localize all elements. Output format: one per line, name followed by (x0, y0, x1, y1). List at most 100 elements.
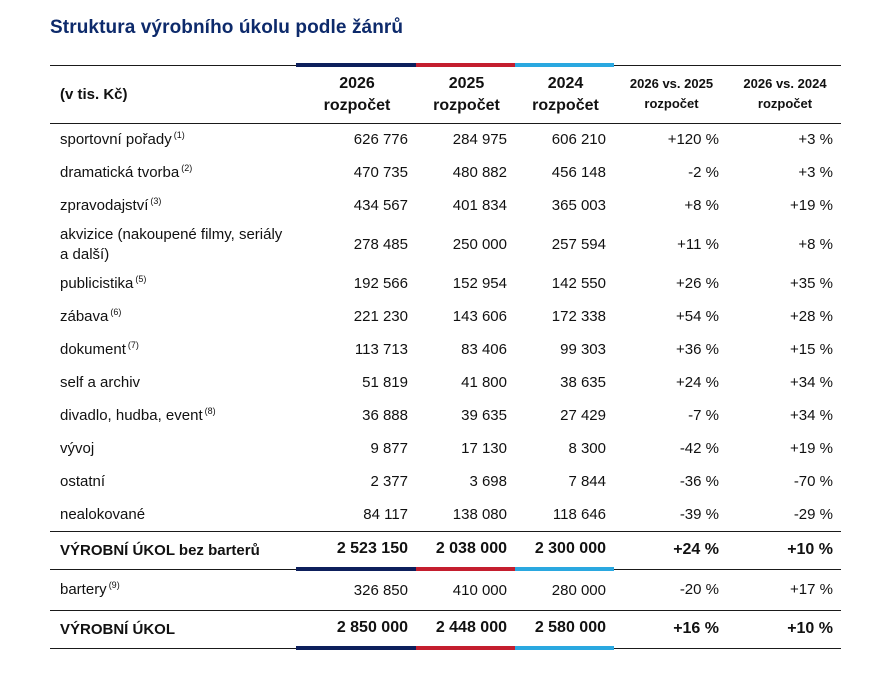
genre-name: self a archiv (60, 374, 141, 391)
table-row: publicistika (5) 192 566 152 954 142 550 +26 … (50, 267, 841, 300)
table-row: self a archiv 51 819 41 800 38 635 +24 % +34 … (50, 366, 841, 399)
value-2026: 221 230 (353, 308, 408, 325)
value-2026: 626 776 (353, 131, 408, 149)
change-vs-2025: +36 % (676, 341, 719, 358)
subtotal-cmp1: +24 % (614, 530, 727, 570)
change-vs-2024: -70 % (793, 473, 833, 490)
change-vs-2024: +35 % (790, 275, 833, 292)
header-2025-year: 2025 (448, 74, 485, 92)
value-2026: 113 713 (354, 341, 408, 358)
header-2026-sub: rozpočet (323, 96, 391, 114)
value-2025: 39 635 (461, 407, 507, 424)
header-2025: 2025 rozpočet (416, 63, 515, 124)
table-row: zpravodajství (3) 434 567 401 834 365 003 +8 … (50, 189, 841, 222)
genre-name: akvizice (nakoupené filmy, seriály a dal… (60, 225, 283, 263)
table-row: vývoj 9 877 17 130 8 300 -42 % +19 % (50, 432, 841, 465)
total-cmp2: +10 % (727, 609, 841, 649)
subtotal-row: VÝROBNÍ ÚKOL bez barterů 2 523 150 2 038… (50, 530, 841, 571)
change-vs-2025: +120 % (667, 131, 719, 149)
value-2026: 36 888 (362, 407, 408, 424)
table-row: ostatní 2 377 3 698 7 844 -36 % -70 % (50, 465, 841, 498)
value-2025: 143 606 (452, 308, 507, 325)
value-2025: 250 000 (452, 235, 507, 253)
value-2024: 27 429 (560, 407, 606, 424)
value-2025: 3 698 (469, 473, 507, 490)
change-vs-2025: +11 % (677, 235, 719, 253)
value-2024: 99 303 (560, 341, 606, 358)
value-2026: 434 567 (353, 197, 408, 214)
genre-table: (v tis. Kč) 2026 rozpočet 2025 rozpočet … (50, 63, 841, 650)
genre-note: (7) (127, 340, 139, 350)
header-cmp2: 2026 vs. 2024 rozpočet (727, 64, 841, 124)
genre-note: (5) (135, 274, 147, 284)
value-2026: 278 485 (353, 235, 408, 253)
subtotal-2026: 2 523 150 (296, 530, 416, 571)
genre-label: publicistika (5) (50, 267, 296, 300)
value-2025: 138 080 (452, 505, 507, 523)
change-vs-2024: +3 % (798, 131, 833, 149)
value-2026: 9 877 (370, 440, 408, 457)
total-2026: 2 850 000 (296, 609, 416, 650)
value-2025: 284 975 (452, 131, 507, 149)
subtotal-label: VÝROBNÍ ÚKOL bez barterů (50, 530, 296, 570)
subtotal-2025: 2 038 000 (416, 530, 515, 571)
value-2024: 38 635 (560, 374, 606, 391)
header-2026-year: 2026 (339, 74, 375, 92)
genre-name: sportovní pořady (60, 131, 172, 149)
genre-label: zábava (6) (50, 300, 296, 333)
barter-2024: 280 000 (551, 581, 606, 599)
genre-name: divadlo, hudba, event (60, 407, 203, 424)
genre-name: dokument (60, 341, 126, 358)
value-2025: 152 954 (452, 275, 507, 292)
change-vs-2025: -7 % (688, 407, 719, 424)
barter-cmp2: +17 % (790, 581, 833, 598)
value-2026: 51 819 (362, 374, 408, 391)
header-cmp2-sub: rozpočet (757, 96, 813, 111)
genre-label: dokument (7) (50, 333, 296, 366)
total-cmp1: +16 % (614, 609, 727, 649)
genre-name: vývoj (60, 440, 95, 457)
change-vs-2025: -36 % (679, 473, 719, 490)
value-2024: 142 550 (551, 275, 606, 292)
change-vs-2024: +19 % (790, 440, 833, 457)
value-2025: 83 406 (461, 341, 507, 358)
genre-label: ostatní (50, 465, 296, 498)
value-2025: 401 834 (452, 197, 507, 214)
page-title: Struktura výrobního úkolu podle žánrů (50, 17, 404, 38)
table-row: nealokované 84 117 138 080 118 646 -39 % -29 … (50, 498, 841, 531)
subtotal-cmp2: +10 % (727, 530, 841, 570)
change-vs-2025: +24 % (676, 374, 719, 391)
total-2025: 2 448 000 (416, 609, 515, 650)
change-vs-2024: +19 % (790, 197, 833, 214)
change-vs-2024: +34 % (790, 407, 833, 424)
change-vs-2025: -42 % (679, 440, 719, 457)
value-2026: 192 566 (353, 275, 408, 292)
barter-name: bartery (60, 581, 107, 598)
genre-name: nealokované (60, 505, 146, 523)
change-vs-2025: +8 % (684, 197, 719, 214)
table-row: dramatická tvorba (2) 470 735 480 882 456 14… (50, 156, 841, 189)
barter-cmp1: -20 % (679, 581, 719, 598)
genre-note: (6) (110, 307, 122, 317)
genre-label: zpravodajství (3) (50, 189, 296, 222)
genre-note: (3) (150, 196, 162, 206)
genre-label: dramatická tvorba (2) (50, 156, 296, 189)
value-2026: 470 735 (353, 164, 408, 181)
table-row: zábava (6) 221 230 143 606 172 338 +54 % +28 % (50, 300, 841, 333)
genre-name: publicistika (60, 275, 134, 292)
header-cmp1: 2026 vs. 2025 rozpočet (614, 64, 727, 124)
value-2024: 365 003 (551, 197, 606, 214)
genre-note: (2) (181, 163, 193, 173)
genre-label: sportovní pořady (1) (50, 123, 296, 156)
table-row: akvizice (nakoupené filmy, seriály a dal… (50, 222, 841, 267)
barter-2025: 410 000 (452, 581, 507, 599)
table-row: sportovní pořady (1) 626 776 284 975 606 210… (50, 123, 841, 156)
subtotal-2024: 2 300 000 (515, 530, 614, 571)
value-2026: 84 117 (363, 505, 408, 523)
barter-row: bartery (9) 326 850 410 000 280 000 -20 %… (50, 569, 841, 610)
change-vs-2025: -2 % (688, 164, 719, 181)
header-2024-year: 2024 (547, 74, 584, 92)
genre-name: ostatní (60, 473, 106, 490)
barter-note: (9) (108, 580, 120, 590)
header-cmp2-top: 2026 vs. 2024 (743, 76, 827, 91)
